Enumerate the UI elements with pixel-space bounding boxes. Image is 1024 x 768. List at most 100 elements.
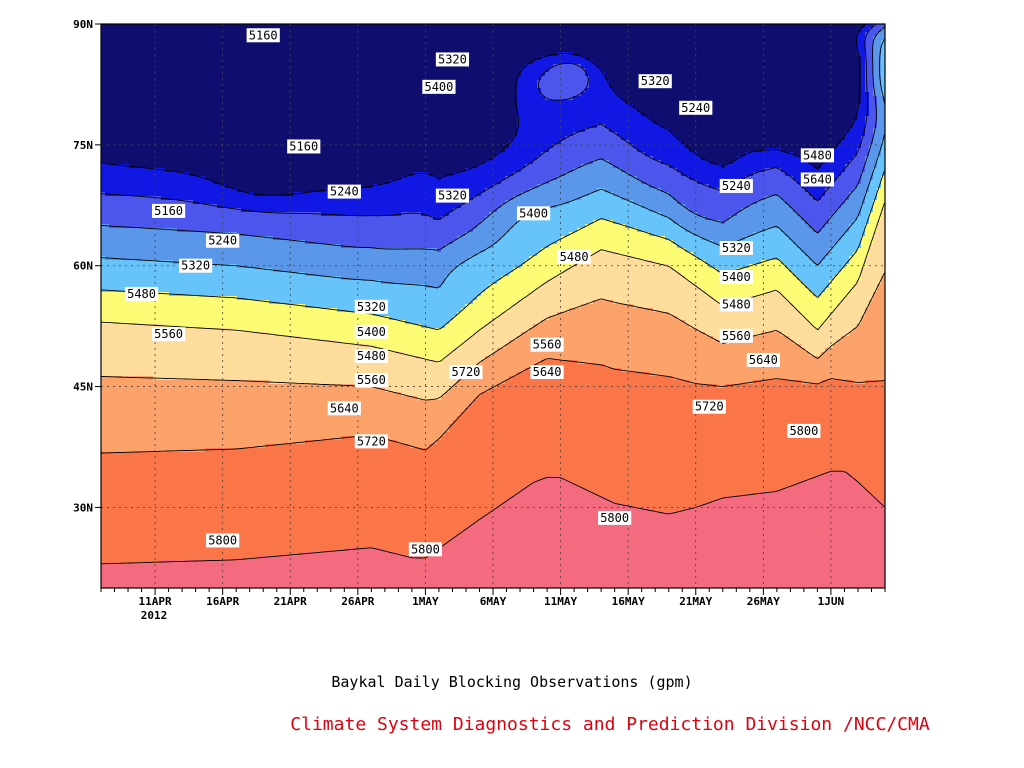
contour-band-cell [517,132,574,137]
contour-band-cell [845,264,866,269]
contour-band-cell [465,408,885,413]
contour-band-cell [101,352,406,357]
contour-band-cell [497,348,806,353]
contour-band-cell [421,324,446,329]
contour-band-cell [101,496,510,501]
contour-band-cell [517,104,634,109]
contour-band-cell [801,312,830,317]
contour-band-cell [541,76,590,81]
contour-band-cell [449,272,510,277]
contour-label-box [719,269,753,284]
contour-band-cell [433,216,442,221]
contour-band-cell [517,100,626,105]
contour-band-cell [865,84,874,89]
contour-line-5560 [101,201,885,363]
contour-band-cell [101,24,866,29]
contour-band-cell [557,52,574,57]
contour-band-cell [529,328,698,333]
contour-band-cell [237,232,466,237]
contour-band-cell [485,324,534,329]
contour-band-cell [865,488,885,493]
x-tick-label: 21MAY [679,595,712,608]
contour-band-cell [857,36,866,41]
contour-band-cell [685,144,838,149]
contour-band-cell [533,160,594,165]
contour-band-cell [813,476,854,481]
contour-band-cell [101,44,858,49]
contour-band-cell [865,156,878,161]
contour-band-cell [101,92,518,97]
contour-label: 5480 [722,297,751,311]
contour-band-cell [873,88,882,93]
contour-band-cell [101,220,482,225]
contour-band-cell [517,116,650,121]
contour-label: 5400 [519,206,548,220]
contour-band-cell [861,316,885,321]
contour-band-cell [645,152,698,157]
contour-band-cell [821,228,850,233]
contour-band-cell [101,324,166,329]
contour-label-box [800,148,835,163]
contour-band-cell [449,388,490,393]
contour-band-cell [813,260,822,265]
contour-band-cell [877,164,885,169]
contour-band-cell [865,56,874,61]
contour-label: 5720 [695,400,724,414]
contour-band-cell [109,224,478,229]
contour-band-cell [765,292,782,297]
contour-band-cell [865,32,878,37]
contour-band-cell [637,176,690,181]
contour-band-cell [453,348,498,353]
contour-band-cell [861,276,882,281]
contour-band-cell [661,212,698,217]
contour-label: 5800 [411,542,440,556]
contour-band-cell [745,152,794,157]
contour-band-cell [841,336,885,341]
contour-band-cell [449,540,885,545]
contour-label-box [449,365,483,380]
contour-band-cell [101,236,274,241]
contour-band-cell [101,192,106,197]
contour-band-cell [873,72,882,77]
contour-band-cell [485,160,534,165]
contour-band-cell [101,248,438,253]
contour-band-cell [529,292,706,297]
contour-band-cell [845,164,866,169]
contour-band-cell [653,260,706,265]
contour-band-cell [501,204,558,209]
contour-band-cell [465,340,510,345]
contour-band-cell [477,296,526,301]
contour-band-cell [801,380,822,385]
contour-band-cell [865,128,874,133]
contour-band-cell [745,176,794,181]
contour-band-cell [449,428,885,433]
contour-band-cell [357,384,454,389]
contour-band-cell [217,204,462,209]
contour-band-cell [101,432,446,437]
contour-band-cell [609,80,862,85]
contour-label: 5720 [357,434,386,448]
contour-band-cell [601,68,862,73]
contour-band-cell [101,340,338,345]
contour-band-cell [785,232,846,237]
contour-band-cell [865,164,878,169]
contour-band-cell [825,256,850,261]
x-tick-label: 16APR [206,595,239,608]
contour-band-cell [781,332,850,337]
contour-label-box [354,299,388,314]
contour-band-cell [805,348,826,353]
contour-band-cell [809,352,822,357]
contour-band-cell [869,184,882,189]
contour-band-cell [689,324,814,329]
contour-band-cell [821,260,850,265]
contour-band-cell [205,448,885,453]
contour-band-cell [101,72,522,77]
contour-band-cell [517,220,594,225]
contour-band-cell [473,332,522,337]
contour-band-cell [545,72,586,77]
contour-band-cell [865,124,878,129]
contour-label-box [408,542,443,557]
contour-band-cell [617,132,674,137]
contour-label: 5480 [357,349,386,363]
contour-band-cell [521,72,546,77]
